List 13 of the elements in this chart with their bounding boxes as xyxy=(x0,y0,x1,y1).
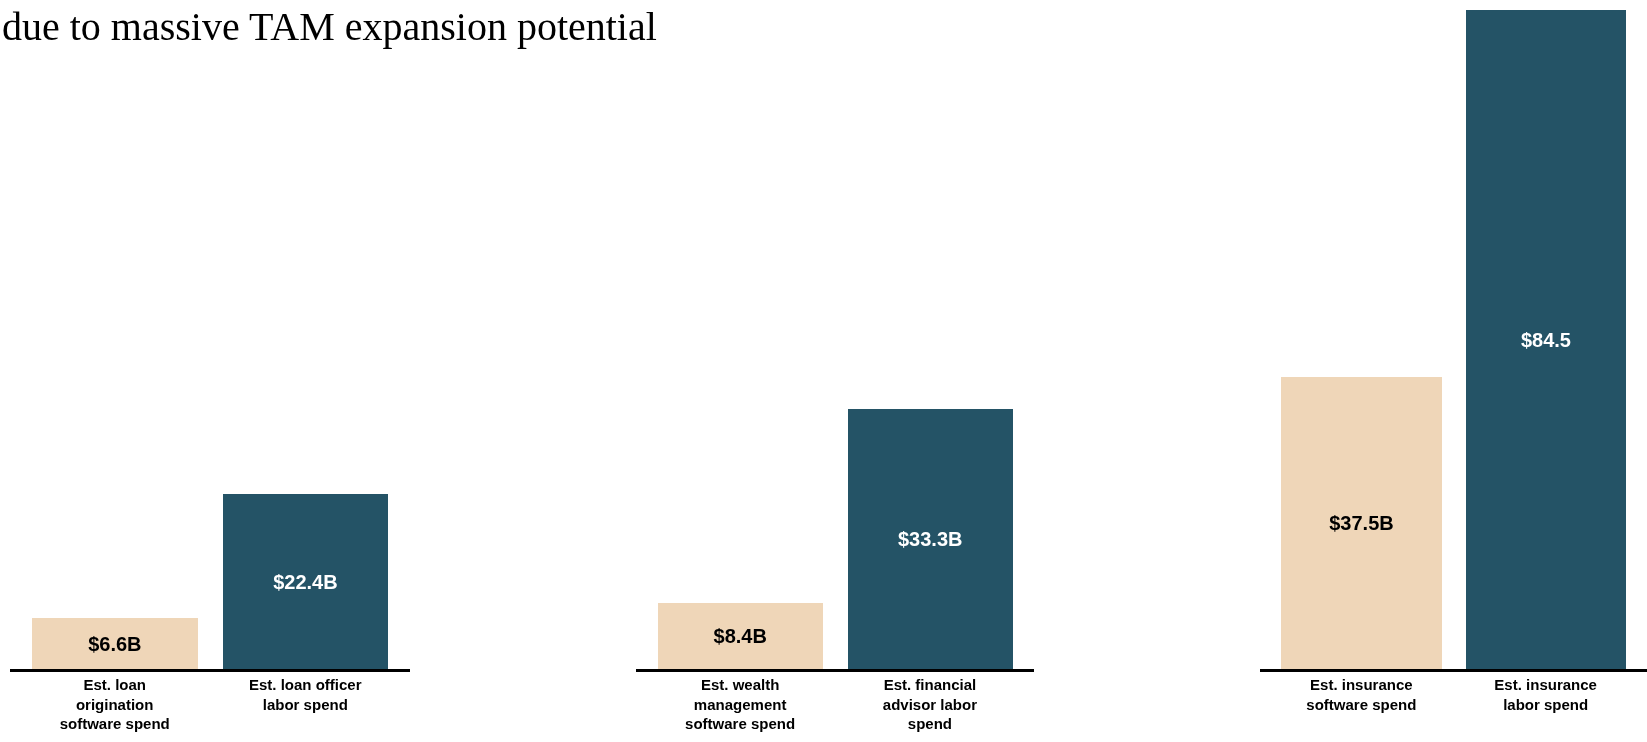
x-tick-label: Est. loan officer labor spend xyxy=(249,676,362,713)
data-label: $37.5B xyxy=(1329,512,1394,534)
data-label: $33.3B xyxy=(897,528,963,550)
x-tick-label: Est. financial advisor labor spend xyxy=(882,676,978,732)
x-tick-label: Est. insurance software spend xyxy=(1306,676,1417,713)
x-tick-label: Est. wealth management software spend xyxy=(685,676,796,732)
x-tick-label: Est. insurance labor spend xyxy=(1494,676,1597,713)
data-label: $6.6B xyxy=(88,632,142,655)
data-label: $22.4B xyxy=(273,570,338,593)
data-label: $8.4B xyxy=(713,625,767,647)
data-label: $84.5 xyxy=(1520,328,1571,351)
x-tick-label: Est. loan origination software spend xyxy=(59,676,170,732)
chart-title: due to massive TAM expansion potential xyxy=(2,4,657,49)
